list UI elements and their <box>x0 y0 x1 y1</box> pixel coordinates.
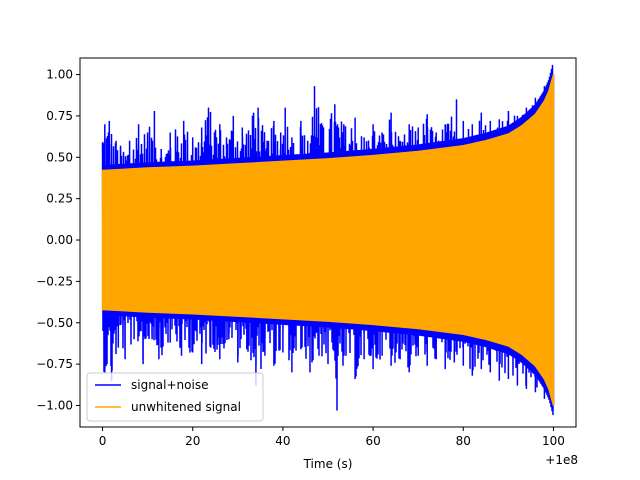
y-tick-label: −1.00 <box>36 398 73 412</box>
y-tick-label: 0.50 <box>46 150 73 164</box>
x-offset-label: +1e8 <box>545 453 578 467</box>
y-tick-label: 1.00 <box>46 68 73 82</box>
y-tick-label: −0.50 <box>36 316 73 330</box>
axes-frame <box>79 57 577 428</box>
series-layer <box>101 64 555 416</box>
y-tick-label: 0.25 <box>46 192 73 206</box>
x-axis-label: Time (s) <box>303 457 353 471</box>
y-tick-label: 0.00 <box>46 233 73 247</box>
legend: signal+noise unwhitened signal <box>86 372 264 422</box>
y-tick-label: −0.25 <box>36 274 73 288</box>
x-tick-label: 0 <box>99 434 107 448</box>
y-tick-label: −0.75 <box>36 357 73 371</box>
y-axis: 1.00 0.75 0.50 0.25 0.00 −0.25 −0.50 −0.75 −1.00 <box>36 68 80 412</box>
series-unwhitened-signal <box>101 74 555 406</box>
legend-label-unwhitened-signal: unwhitened signal <box>131 400 241 414</box>
x-axis: 0 20 40 60 80 100 <box>99 427 565 448</box>
x-tick-label: 80 <box>456 434 471 448</box>
y-tick-label: 0.75 <box>46 109 73 123</box>
plot-area <box>101 64 555 416</box>
x-tick-label: 20 <box>185 434 200 448</box>
x-tick-label: 60 <box>365 434 380 448</box>
x-tick-label: 100 <box>542 434 565 448</box>
x-tick-label: 40 <box>275 434 290 448</box>
legend-label-signal-noise: signal+noise <box>131 378 208 392</box>
legend-box <box>86 372 264 422</box>
